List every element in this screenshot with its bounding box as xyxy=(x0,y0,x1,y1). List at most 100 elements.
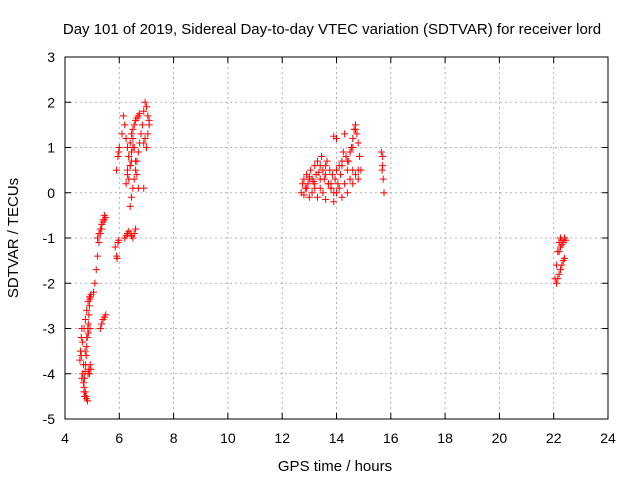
data-point xyxy=(85,302,93,310)
data-point xyxy=(76,356,84,364)
data-point xyxy=(140,184,148,192)
data-point xyxy=(118,130,126,138)
data-point xyxy=(123,171,131,179)
data-point xyxy=(80,383,88,391)
data-point xyxy=(356,153,364,161)
data-point xyxy=(323,157,331,165)
data-point xyxy=(342,153,350,161)
x-tick-label: 4 xyxy=(61,430,69,446)
data-point xyxy=(132,166,140,174)
data-point xyxy=(353,130,361,138)
data-point xyxy=(322,162,330,170)
x-tick-label: 18 xyxy=(437,430,453,446)
data-point xyxy=(338,162,346,170)
data-point xyxy=(341,130,349,138)
data-points xyxy=(76,98,570,405)
data-point xyxy=(84,320,92,328)
data-point xyxy=(326,166,334,174)
data-point xyxy=(346,148,354,156)
y-tick-label: 0 xyxy=(47,185,55,201)
y-tick-label: -4 xyxy=(43,366,56,382)
data-point xyxy=(84,329,92,337)
data-point xyxy=(115,236,123,244)
data-point xyxy=(130,144,138,151)
data-point xyxy=(379,153,387,161)
data-point xyxy=(558,241,566,249)
x-tick-label: 10 xyxy=(220,430,236,446)
data-point xyxy=(96,325,104,332)
data-point xyxy=(134,148,142,156)
x-tick-label: 8 xyxy=(170,430,178,446)
data-point xyxy=(126,162,134,170)
data-point xyxy=(558,261,566,269)
data-point xyxy=(125,175,133,183)
data-point xyxy=(83,306,91,314)
data-point xyxy=(318,153,326,161)
data-point xyxy=(316,175,324,183)
data-point xyxy=(343,189,351,197)
data-point xyxy=(303,184,311,192)
data-point xyxy=(145,116,153,124)
data-point xyxy=(337,171,345,179)
data-point xyxy=(128,193,136,201)
data-point xyxy=(129,125,137,133)
x-axis-label: GPS time / hours xyxy=(278,458,392,475)
data-point xyxy=(142,144,150,151)
x-tick-label: 14 xyxy=(329,430,345,446)
data-point xyxy=(84,397,92,405)
data-point xyxy=(555,248,563,256)
data-point xyxy=(561,254,569,262)
data-point xyxy=(319,189,327,197)
data-point xyxy=(128,130,136,138)
data-point xyxy=(333,166,340,174)
data-point xyxy=(349,180,357,188)
data-point xyxy=(83,334,91,342)
data-point xyxy=(305,193,313,201)
data-point xyxy=(95,229,103,237)
data-point xyxy=(95,239,103,247)
data-point xyxy=(307,166,315,174)
data-point xyxy=(128,148,136,156)
data-point xyxy=(126,139,134,147)
data-point xyxy=(352,171,360,179)
data-point xyxy=(79,379,87,387)
data-point xyxy=(114,153,122,161)
data-point xyxy=(378,166,386,174)
data-point xyxy=(338,193,346,201)
data-point xyxy=(308,189,316,197)
data-point xyxy=(304,180,312,188)
data-point xyxy=(305,175,313,183)
data-point xyxy=(354,175,362,183)
data-point xyxy=(379,175,387,183)
data-point xyxy=(136,110,144,118)
data-point xyxy=(311,184,319,192)
data-point xyxy=(130,229,138,237)
data-point xyxy=(377,148,385,156)
x-tick-label: 22 xyxy=(546,430,562,446)
data-point xyxy=(144,112,152,120)
data-point xyxy=(130,121,138,129)
data-point xyxy=(121,121,129,129)
data-point xyxy=(349,144,357,151)
data-point xyxy=(102,311,110,319)
data-point xyxy=(102,214,110,222)
data-point xyxy=(335,184,343,192)
data-point xyxy=(313,193,321,201)
chart-title: Day 101 of 2019, Sidereal Day-to-day VTE… xyxy=(63,21,601,38)
data-point xyxy=(137,130,145,138)
data-point xyxy=(132,225,140,233)
data-point xyxy=(333,189,340,197)
x-tick-label: 20 xyxy=(492,430,508,446)
data-point xyxy=(84,325,92,332)
data-point xyxy=(82,361,90,369)
data-point xyxy=(122,180,130,188)
data-point xyxy=(126,202,134,210)
y-tick-label: 1 xyxy=(47,140,55,156)
data-point xyxy=(328,171,336,179)
data-point xyxy=(556,266,564,274)
data-point xyxy=(83,343,91,351)
data-point xyxy=(113,254,121,262)
data-point xyxy=(133,171,141,179)
data-point xyxy=(141,98,149,106)
